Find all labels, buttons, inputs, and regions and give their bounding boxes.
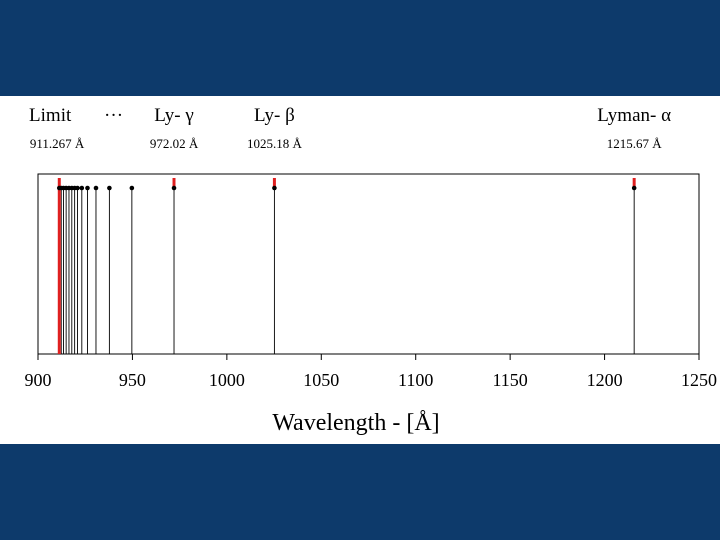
x-tick-label-0: 900 [25,370,52,390]
x-tick-label-2: 1000 [209,370,245,390]
annotation-value-4: 1215.67 Å [607,136,663,151]
x-axis-label: Wavelength - [Å] [272,410,439,436]
line-dot-14 [272,185,277,191]
plot-frame [37,173,700,355]
annotation-value-0: 911.267 Å [30,136,85,151]
x-tick-label-5: 1150 [492,370,527,390]
annotation-value-2: 972.02 Å [150,136,199,151]
line-dot-8 [79,185,85,191]
annotation-name-4: Lyman- α [597,105,671,126]
spectral-lines [58,188,635,354]
x-tick-label-4: 1100 [398,370,433,390]
annotation-name-3: Ly- β [254,105,295,126]
line-dot-13 [171,185,177,191]
x-tick-label-1: 950 [119,370,146,390]
highlight-markers [57,178,636,354]
line-dot-9 [85,185,90,191]
line-dot-10 [93,185,99,191]
line-dot-7 [75,185,80,191]
line-dot-11 [107,185,112,191]
annotation-name-1: ··· [104,105,123,126]
slide-panel: 900 950 1000 1050 1100 1150 1200 1250 Limit 911.… [0,96,720,444]
x-tick-label-3: 1050 [303,370,339,390]
x-axis-ticks: 900 950 1000 1050 1100 1150 1200 1250 [25,354,717,390]
x-tick-label-7: 1250 [681,370,717,390]
x-tick-label-6: 1200 [587,370,623,390]
line-dot-15 [631,185,637,191]
line-dot-12 [129,185,135,191]
lyman-series-chart: 900 950 1000 1050 1100 1150 1200 1250 Limit 911.… [25,105,718,436]
line-annotations: Limit 911.267 Å ··· Ly- γ 972.02 Å Ly- β 1025.… [29,105,671,151]
annotation-name-0: Limit [29,105,72,126]
line-top-dots [56,185,637,191]
annotation-name-2: Ly- γ [154,105,194,126]
annotation-value-3: 1025.18 Å [247,136,303,151]
